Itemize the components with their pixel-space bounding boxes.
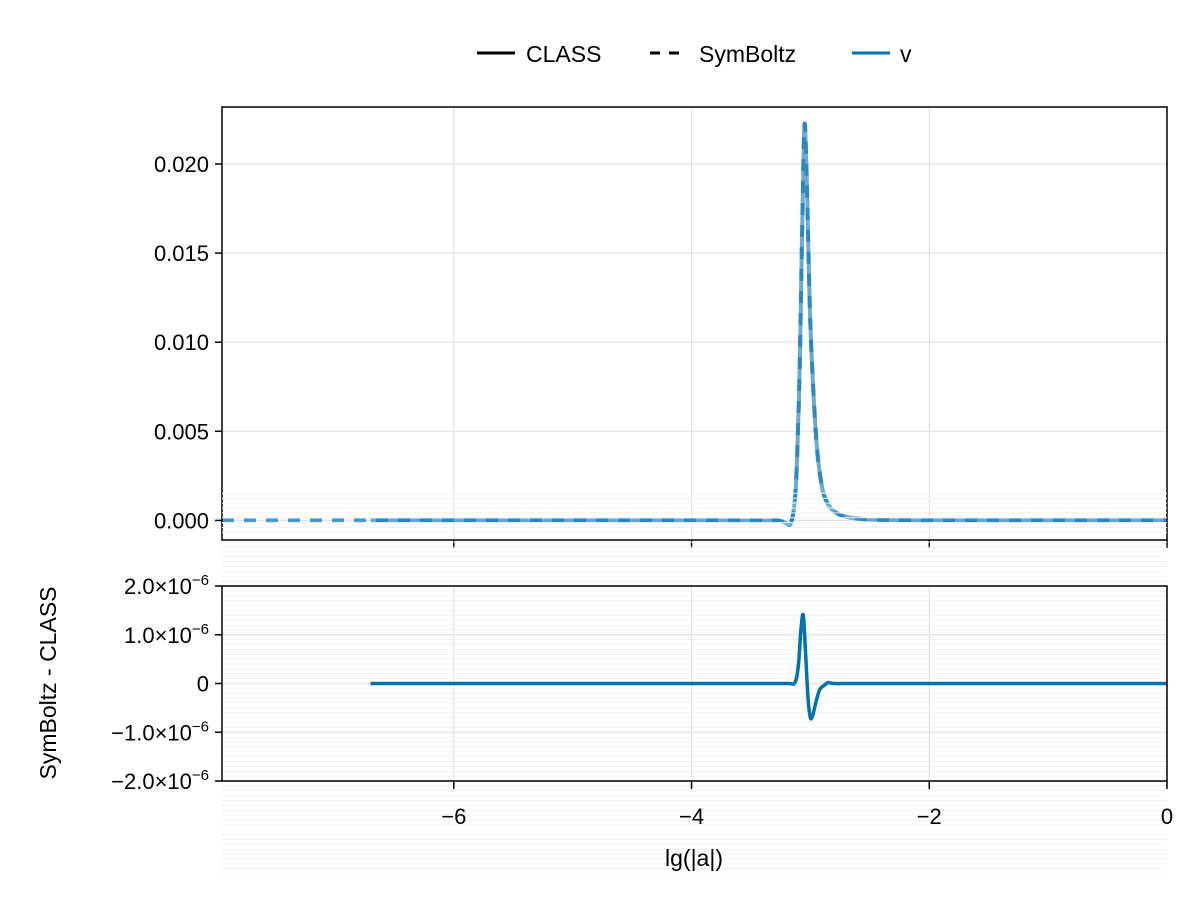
bottom-minor-gridlines [222,492,1167,875]
bottom-panel: −2.0×10−6 −1.0×10−6 0 1.0×10−6 2.0×10−6 −6 −4… [35,492,1173,875]
series-line-symboltz [222,121,1167,528]
legend-item-symboltz: SymBoltz [650,41,796,67]
bottom-y-axis-label: SymBoltz - CLASS [35,587,61,780]
series-line-residual [370,612,1167,721]
series-line-class [370,121,1167,528]
x-axis-label: lg(|a|) [665,845,723,871]
x-tick-label: −2 [917,804,942,829]
legend-label-class: CLASS [526,41,601,67]
bottom-x-axis: −6 −4 −2 0 [441,781,1173,829]
top-plot-frame [221,106,1168,541]
legend-item-v: v [852,41,912,67]
legend-label-symboltz: SymBoltz [699,41,796,67]
y-tick-label: −2.0×10−6 [111,767,209,794]
legend: CLASS SymBoltz v [477,41,912,67]
top-y-axis: 0.000 0.005 0.010 0.015 0.020 [154,152,222,533]
legend-item-class: CLASS [477,41,601,67]
x-tick-label: 0 [1161,804,1173,829]
top-panel: 0.000 0.005 0.010 0.015 0.020 [154,106,1168,548]
y-tick-label: 0 [197,672,209,697]
y-tick-label: 0.005 [154,419,209,444]
y-tick-label: 0.000 [154,508,209,533]
top-gridlines [222,107,1168,540]
bottom-series [370,612,1167,721]
y-tick-label: −1.0×10−6 [111,718,209,745]
top-series [222,121,1167,528]
y-tick-label: 1.0×10−6 [124,621,209,648]
y-tick-label: 0.015 [154,241,209,266]
x-tick-label: −6 [441,804,466,829]
legend-label-v: v [900,41,912,67]
y-tick-label: 2.0×10−6 [124,572,209,599]
x-tick-label: −4 [679,804,704,829]
y-tick-label: 0.020 [154,152,209,177]
bottom-y-axis: −2.0×10−6 −1.0×10−6 0 1.0×10−6 2.0×10−6 [111,572,222,794]
y-tick-label: 0.010 [154,330,209,355]
